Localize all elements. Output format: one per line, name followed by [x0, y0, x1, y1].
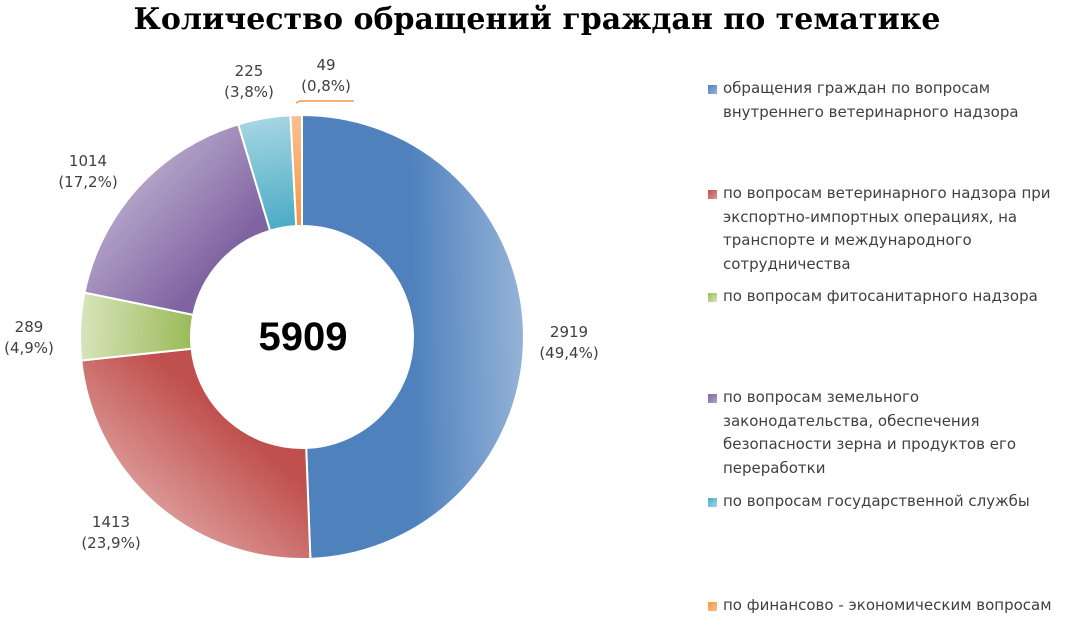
total-count-label: 5909	[258, 315, 348, 359]
leader-line-finance	[295, 100, 354, 104]
donut-slice-land	[83, 123, 272, 316]
data-label-phyto: 289 (4,9%)	[0, 317, 84, 359]
data-label-value: 289	[14, 318, 44, 336]
legend-swatch	[708, 190, 717, 199]
chart-title: Количество обращений граждан по тематике	[133, 2, 941, 37]
legend-item-vet-export: по вопросам ветеринарного надзора при эк…	[708, 182, 1068, 276]
data-label-percent: (4,9%)	[4, 339, 54, 357]
legend-swatch	[708, 498, 717, 507]
donut-slice-finance	[289, 113, 303, 228]
data-label-value: 225	[234, 62, 264, 80]
legend-label: по вопросам фитосанитарного надзора	[723, 287, 1038, 305]
legend-swatch	[708, 602, 717, 611]
legend-swatch	[708, 394, 717, 403]
data-label-value: 1413	[91, 513, 131, 531]
data-label-civil-service: 225 (3,8%)	[194, 61, 304, 103]
data-label-land: 1014 (17,2%)	[33, 151, 143, 193]
legend-label: по вопросам земельного законодательства,…	[723, 388, 1016, 477]
data-label-value: 49	[316, 56, 336, 74]
data-label-percent: (17,2%)	[58, 173, 118, 191]
legend-label: по финансово - экономическим вопросам	[723, 596, 1052, 614]
data-label-value: 1014	[68, 152, 108, 170]
legend-label: по вопросам государственной службы	[723, 492, 1030, 510]
data-label-percent: (0,8%)	[301, 77, 351, 95]
legend-item-civil-service: по вопросам государственной службы	[708, 490, 1068, 514]
data-label-finance: 49 (0,8%)	[271, 55, 381, 97]
data-label-percent: (23,9%)	[81, 534, 141, 552]
legend-label: по вопросам ветеринарного надзора при эк…	[723, 184, 1051, 273]
donut-slice-vet-internal	[301, 113, 525, 560]
legend-item-land: по вопросам земельного законодательства,…	[708, 386, 1068, 480]
legend-item-phyto: по вопросам фитосанитарного надзора	[708, 285, 1068, 309]
legend-swatch	[708, 85, 717, 94]
data-label-percent: (3,8%)	[224, 83, 274, 101]
legend-swatch	[708, 293, 717, 302]
data-label-percent: (49,4%)	[539, 344, 599, 362]
donut-slice-vet-export	[80, 347, 312, 560]
data-label-vet-internal: 2919 (49,4%)	[514, 322, 624, 364]
data-label-vet-export: 1413 (23,9%)	[56, 512, 166, 554]
donut-slices	[79, 113, 525, 560]
data-label-value: 2919	[549, 323, 589, 341]
legend-label: обращения граждан по вопросам внутреннег…	[723, 79, 1019, 121]
legend-item-vet-internal: обращения граждан по вопросам внутреннег…	[708, 77, 1068, 124]
legend-item-finance: по финансово - экономическим вопросам	[708, 594, 1068, 618]
